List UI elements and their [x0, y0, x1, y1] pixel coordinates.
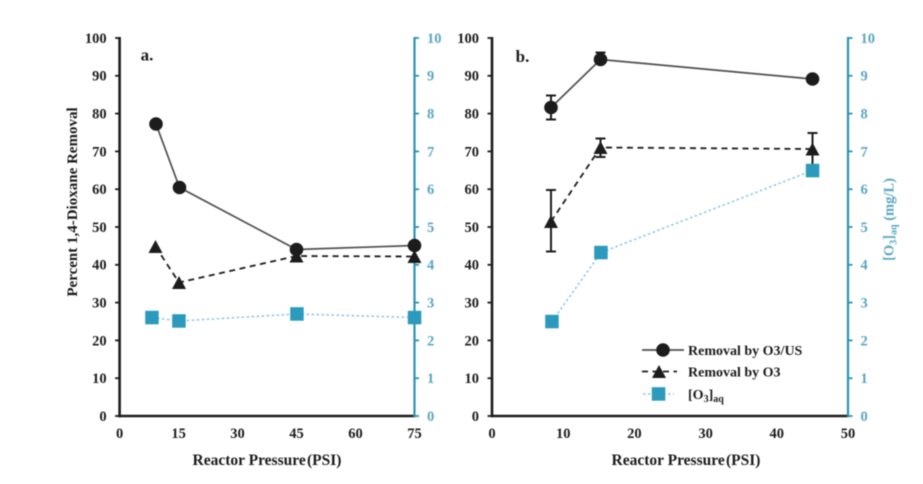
svg-text:Reactor Pressure (PSI): Reactor Pressure (PSI) [193, 452, 342, 469]
svg-text:0: 0 [99, 409, 106, 425]
svg-text:6: 6 [427, 182, 434, 198]
svg-text:15: 15 [171, 426, 186, 442]
svg-text:6: 6 [861, 182, 868, 198]
svg-text:75: 75 [407, 426, 422, 442]
svg-text:30: 30 [92, 296, 107, 312]
svg-text:4: 4 [427, 258, 434, 274]
svg-text:100: 100 [85, 31, 107, 47]
svg-text:8: 8 [427, 107, 434, 123]
svg-text:60: 60 [92, 182, 107, 198]
svg-text:0: 0 [472, 409, 479, 425]
svg-text:7: 7 [861, 144, 868, 160]
svg-text:0: 0 [488, 426, 495, 442]
svg-text:20: 20 [627, 426, 642, 442]
svg-text:b.: b. [516, 47, 530, 66]
svg-text:90: 90 [92, 69, 107, 85]
svg-text:3: 3 [861, 296, 868, 312]
svg-text:5: 5 [861, 220, 868, 236]
svg-text:80: 80 [465, 107, 480, 123]
svg-text:60: 60 [348, 426, 363, 442]
svg-text:9: 9 [861, 69, 868, 85]
svg-text:1: 1 [427, 371, 434, 387]
svg-text:50: 50 [92, 220, 107, 236]
svg-text:Removal by O3: Removal by O3 [688, 366, 781, 381]
svg-text:9: 9 [427, 69, 434, 85]
svg-text:50: 50 [465, 220, 480, 236]
svg-text:[O3]aq (mg/L): [O3]aq (mg/L) [882, 178, 900, 261]
svg-text:30: 30 [698, 426, 713, 442]
svg-text:3: 3 [427, 296, 434, 312]
svg-text:1: 1 [861, 371, 868, 387]
svg-text:10: 10 [861, 31, 876, 47]
svg-text:10: 10 [556, 426, 571, 442]
svg-text:0: 0 [861, 409, 868, 425]
svg-text:70: 70 [92, 144, 107, 160]
svg-text:40: 40 [770, 426, 785, 442]
svg-text:7: 7 [427, 144, 434, 160]
svg-text:2: 2 [861, 333, 868, 349]
svg-text:0: 0 [116, 426, 123, 442]
svg-text:Percent 1,4-Dioxane Removal: Percent 1,4-Dioxane Removal [65, 107, 81, 296]
svg-text:10: 10 [465, 371, 480, 387]
svg-text:4: 4 [861, 258, 868, 274]
svg-text:45: 45 [289, 426, 304, 442]
svg-text:0: 0 [427, 409, 434, 425]
svg-text:8: 8 [861, 107, 868, 123]
svg-text:40: 40 [92, 258, 107, 274]
svg-text:100: 100 [457, 31, 479, 47]
svg-text:40: 40 [465, 258, 480, 274]
svg-text:2: 2 [427, 333, 434, 349]
svg-text:30: 30 [465, 296, 480, 312]
svg-text:90: 90 [465, 69, 480, 85]
svg-text:Removal by O3/US: Removal by O3/US [688, 344, 803, 359]
svg-text:60: 60 [465, 182, 480, 198]
svg-text:50: 50 [841, 426, 856, 442]
svg-text:20: 20 [92, 333, 107, 349]
svg-text:80: 80 [92, 107, 107, 123]
svg-text:70: 70 [465, 144, 480, 160]
svg-text:5: 5 [427, 220, 434, 236]
svg-text:a.: a. [141, 46, 154, 65]
svg-text:Reactor Pressure (PSI): Reactor Pressure (PSI) [612, 452, 761, 469]
svg-text:30: 30 [230, 426, 245, 442]
svg-text:10: 10 [427, 31, 442, 47]
svg-text:10: 10 [92, 371, 107, 387]
svg-text:20: 20 [465, 333, 480, 349]
